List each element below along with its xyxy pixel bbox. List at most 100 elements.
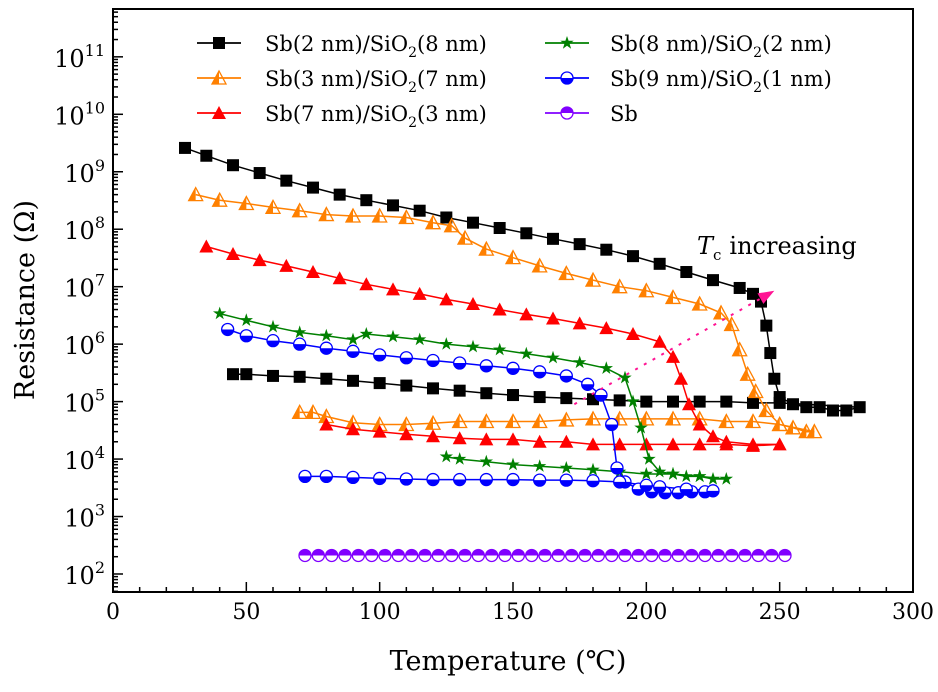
data-point <box>426 353 440 368</box>
data-point <box>485 548 499 563</box>
data-point <box>758 402 775 418</box>
y-tick-label: 103 <box>64 501 105 533</box>
data-point <box>584 271 602 287</box>
data-point <box>479 432 494 446</box>
data-point <box>572 316 587 330</box>
data-point <box>386 329 400 343</box>
data-point <box>307 181 319 194</box>
data-point <box>594 388 608 402</box>
data-point <box>239 329 253 343</box>
data-point <box>453 356 467 370</box>
data-point <box>280 174 293 187</box>
data-point <box>238 195 255 211</box>
data-point <box>458 548 472 563</box>
data-point <box>304 403 322 420</box>
data-point <box>210 69 228 85</box>
data-point <box>399 351 413 365</box>
data-point <box>618 548 632 563</box>
data-point <box>332 271 347 285</box>
data-point <box>626 327 640 341</box>
annotation: Tc increasing <box>573 232 857 406</box>
data-point <box>439 337 453 350</box>
data-point <box>253 167 266 180</box>
data-point <box>221 322 235 337</box>
legend-label: Sb(2 nm)/SiO2(8 nm) <box>265 32 487 61</box>
tc-annotation-text: Tc increasing <box>697 232 857 264</box>
series-6 <box>298 548 792 563</box>
series-4 <box>213 306 733 485</box>
data-point <box>680 266 693 279</box>
data-point <box>639 478 653 492</box>
data-point <box>533 459 547 472</box>
data-point <box>387 199 399 212</box>
data-point <box>506 472 520 487</box>
series-line <box>195 193 815 433</box>
data-point <box>445 548 459 563</box>
data-point <box>525 548 539 563</box>
data-point <box>719 472 733 485</box>
tc-arrow-head <box>757 290 775 304</box>
data-point <box>359 277 374 291</box>
series-1 <box>179 141 866 417</box>
data-point <box>511 548 525 563</box>
data-point <box>479 454 493 468</box>
data-point <box>653 257 666 270</box>
data-point <box>693 395 706 408</box>
legend-item: Sb(9 nm)/SiO2(1 nm) <box>545 67 832 96</box>
data-point <box>559 473 573 487</box>
data-point <box>426 429 440 443</box>
data-point <box>586 474 600 488</box>
data-point <box>531 257 548 273</box>
series-5 <box>221 322 720 500</box>
data-point <box>738 548 752 563</box>
data-point <box>493 342 507 356</box>
y-tick-label: 109 <box>64 156 105 188</box>
data-point <box>360 194 373 207</box>
legend-item: Sb <box>545 102 638 126</box>
data-point <box>626 394 640 408</box>
data-point <box>279 258 294 272</box>
data-point <box>638 282 655 298</box>
data-point <box>685 548 699 563</box>
data-point <box>533 473 547 487</box>
data-point <box>319 328 333 342</box>
data-point <box>399 472 413 486</box>
data-point <box>682 397 696 411</box>
data-point <box>639 437 654 451</box>
data-point <box>325 548 339 563</box>
series-line <box>184 147 860 412</box>
data-point <box>293 337 307 351</box>
data-point <box>519 346 533 360</box>
y-tick-label: 1011 <box>54 41 105 73</box>
data-point <box>378 548 392 563</box>
data-point <box>693 469 707 482</box>
data-point <box>227 368 239 381</box>
data-point <box>478 240 495 256</box>
data-point <box>443 217 460 233</box>
data-point <box>498 548 512 563</box>
data-point <box>373 471 387 486</box>
x-tick-label: 150 <box>492 600 534 625</box>
y-tick-label: 106 <box>64 328 105 360</box>
data-point <box>706 472 720 485</box>
data-point <box>338 548 352 563</box>
data-point <box>456 229 474 245</box>
data-point <box>565 548 579 563</box>
data-point <box>671 548 685 563</box>
legend-label: Sb(3 nm)/SiO2(7 nm) <box>265 67 487 96</box>
data-point <box>519 307 534 321</box>
data-point <box>559 369 573 383</box>
data-point <box>346 344 360 358</box>
data-point <box>211 191 228 207</box>
data-point <box>533 365 547 379</box>
legend-item: Sb(3 nm)/SiO2(7 nm) <box>197 67 487 96</box>
legend-label: Sb(7 nm)/SiO2(3 nm) <box>265 102 487 131</box>
data-point <box>573 355 587 369</box>
data-point <box>478 413 495 429</box>
data-point <box>386 282 400 296</box>
data-point <box>426 472 440 487</box>
data-point <box>560 392 573 405</box>
data-point <box>453 384 466 397</box>
data-point <box>610 461 624 475</box>
data-point <box>506 457 520 471</box>
